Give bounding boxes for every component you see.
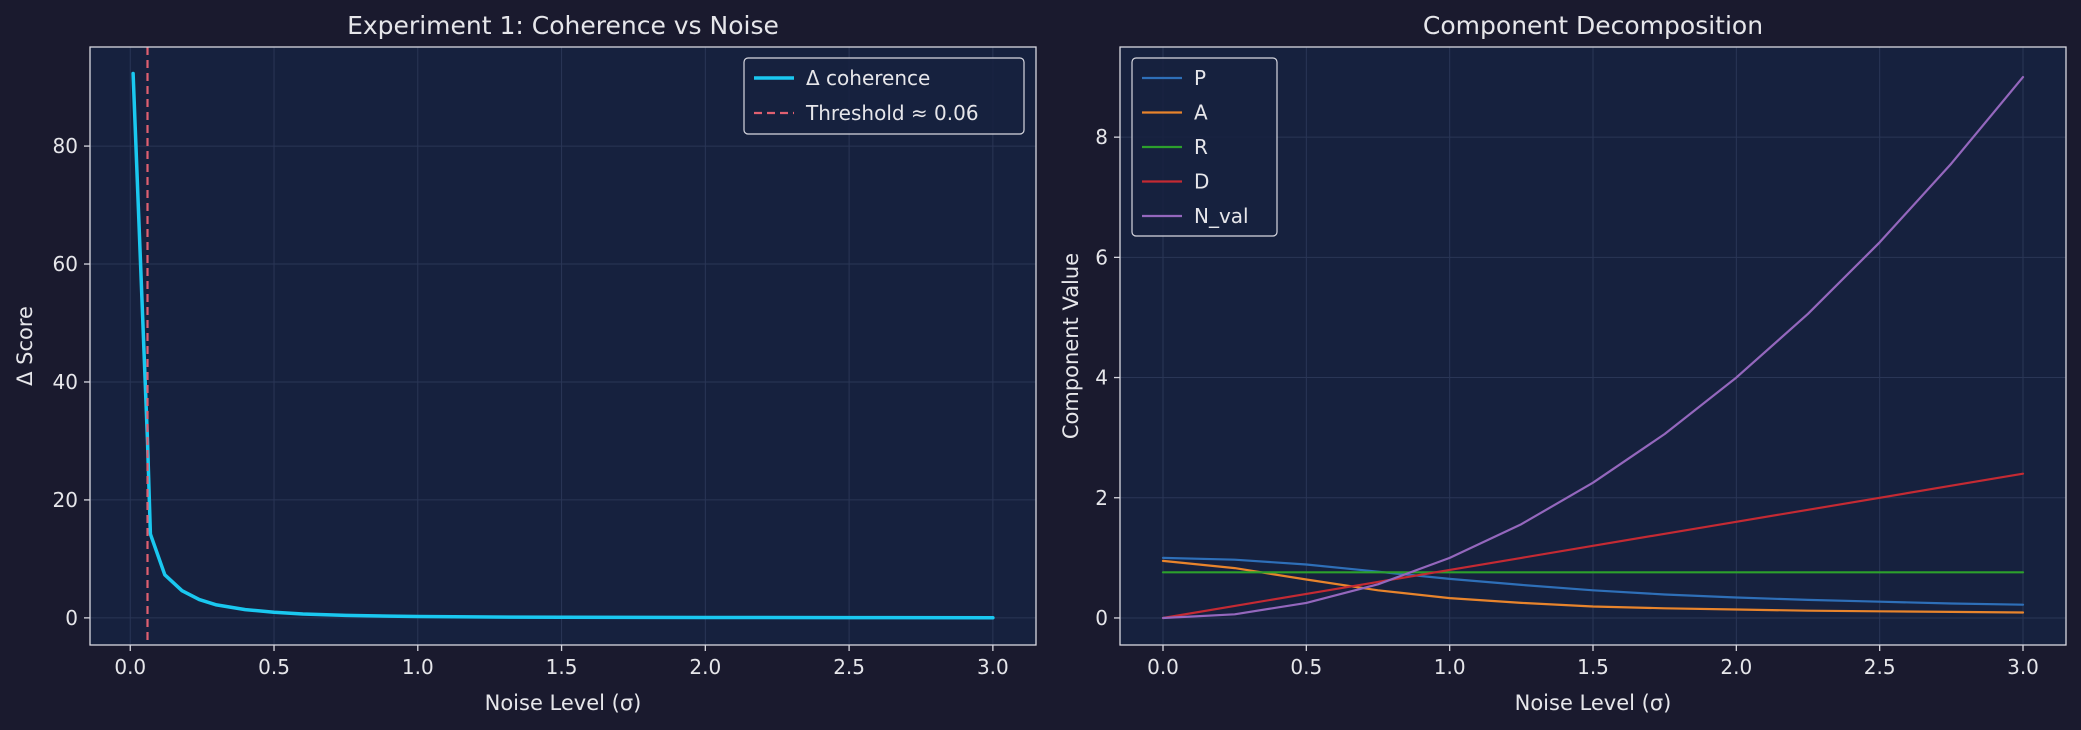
y-tick-label: 4: [1095, 366, 1108, 390]
chart-panel-2: 0.0 0.5 1.0 1.5 2.0 2.5 3.0 0 2 4 6 8 Component Deco…: [1059, 11, 2067, 715]
chart-panel-1: 0.0 0.5 1.0 1.5 2.0 2.5 3.0 0 20 40 60 80 Experiment…: [13, 11, 1037, 715]
y-tick-label: 0: [65, 606, 78, 630]
x-tick-label: 2.5: [1864, 655, 1896, 679]
y-tick-label: 60: [53, 252, 78, 276]
plot-area: [90, 47, 1036, 645]
legend-label: P: [1194, 66, 1206, 90]
x-tick-label: 2.0: [1720, 655, 1752, 679]
x-tick-label: 2.0: [689, 655, 721, 679]
legend-label: R: [1194, 135, 1208, 159]
x-tick-label: 0.5: [1290, 655, 1322, 679]
y-tick-label: 8: [1095, 125, 1108, 149]
y-axis-label: Δ Score: [13, 306, 37, 386]
chart-title: Experiment 1: Coherence vs Noise: [347, 11, 779, 40]
x-tick-label: 2.5: [833, 655, 865, 679]
series-line-n-val: [1161, 75, 2025, 620]
legend-label: D: [1194, 170, 1209, 194]
legend-label: Δ coherence: [806, 66, 930, 90]
axes-frame: [89, 46, 1037, 646]
x-tick-label: 1.5: [546, 655, 578, 679]
legend-label: Threshold ≈ 0.06: [805, 101, 979, 125]
x-axis-label: Noise Level (σ): [485, 691, 642, 715]
x-tick-label: 0.0: [1147, 655, 1179, 679]
y-axis-label: Component Value: [1059, 253, 1083, 439]
legend-label: N_val: [1194, 204, 1249, 228]
series-line-a: [1161, 559, 2025, 614]
y-tick-label: 2: [1095, 486, 1108, 510]
y-tick-label: 6: [1095, 245, 1108, 269]
y-tick-label: 80: [53, 134, 78, 158]
x-tick-label: 3.0: [2007, 655, 2039, 679]
series-line-p: [1161, 556, 2025, 606]
y-tick-label: 40: [53, 370, 78, 394]
legend-label: A: [1194, 101, 1208, 125]
x-tick-label: 1.0: [1434, 655, 1466, 679]
x-axis-label: Noise Level (σ): [1515, 691, 1672, 715]
x-tick-label: 1.0: [402, 655, 434, 679]
x-tick-label: 0.5: [258, 655, 290, 679]
legend-box: [743, 57, 1025, 135]
legend: Δ coherence Threshold ≈ 0.06: [743, 57, 1025, 135]
x-tick-label: 1.5: [1577, 655, 1609, 679]
x-tick-label: 3.0: [977, 655, 1009, 679]
y-tick-label: 20: [53, 488, 78, 512]
series-line-d: [1161, 472, 2025, 620]
chart-title: Component Decomposition: [1423, 11, 1763, 40]
x-tick-label: 0.0: [114, 655, 146, 679]
series-line-coherence: [131, 71, 995, 620]
y-tick-label: 0: [1095, 606, 1108, 630]
legend-box: [1131, 57, 1278, 237]
